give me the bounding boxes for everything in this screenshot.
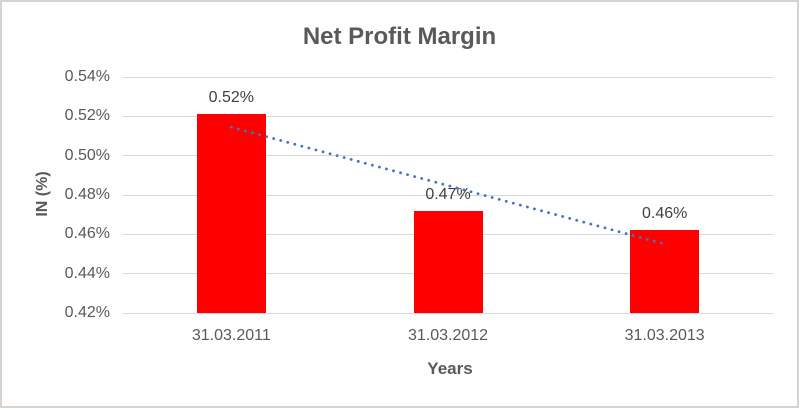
bar-data-label: 0.47% xyxy=(425,185,471,203)
y-tick-label: 0.50% xyxy=(64,146,110,164)
bar-data-label: 0.46% xyxy=(641,205,688,223)
gridline xyxy=(123,115,773,117)
y-tick-label: 0.44% xyxy=(64,264,110,282)
y-tick-label: 0.48% xyxy=(64,186,110,203)
gridline xyxy=(123,76,773,78)
x-tick-label: 31.03.2011 xyxy=(191,327,271,344)
y-tick-label: 0.46% xyxy=(64,225,110,243)
y-tick-label: 0.54% xyxy=(64,68,110,85)
bar xyxy=(413,210,483,313)
x-axis-title: Years xyxy=(427,359,473,378)
chart-title: Net Profit Margin xyxy=(302,23,497,50)
bar xyxy=(630,230,700,313)
x-tick-label: 31.03.2013 xyxy=(624,327,705,344)
y-tick-label: 0.42% xyxy=(64,304,110,321)
gridline xyxy=(123,312,773,314)
bar xyxy=(196,114,266,313)
y-tick-label: 0.52% xyxy=(64,107,110,125)
x-tick-label: 31.03.2012 xyxy=(407,327,489,344)
bar-data-label: 0.52% xyxy=(208,89,255,107)
